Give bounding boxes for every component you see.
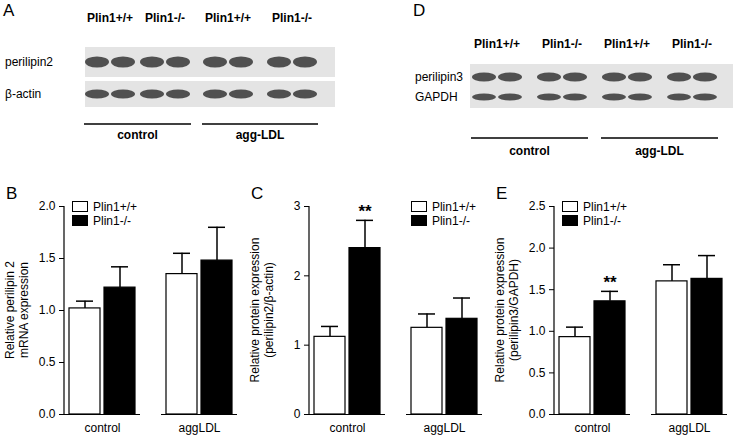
svg-text:0.5: 0.5 xyxy=(39,355,56,369)
svg-text:control: control xyxy=(574,421,610,435)
svg-text:Plin1-/-: Plin1-/- xyxy=(145,11,185,25)
html-text:C: C xyxy=(251,184,264,203)
svg-text:2: 2 xyxy=(294,269,301,283)
html-text:Plin1+/+: Plin1+/+ xyxy=(583,200,627,214)
svg-text:control: control xyxy=(117,128,158,142)
svg-text:2.0: 2.0 xyxy=(529,241,546,255)
svg-text:1.5: 1.5 xyxy=(529,283,546,297)
svg-text:1.0: 1.0 xyxy=(529,324,546,338)
svg-text:control: control xyxy=(84,421,120,435)
html-text:B: B xyxy=(6,184,18,203)
html-text:Plin1+/+: Plin1+/+ xyxy=(432,200,476,214)
svg-text:Plin1-/-: Plin1-/- xyxy=(272,11,312,25)
svg-text:2.0: 2.0 xyxy=(39,199,56,213)
svg-text:Plin1+/+: Plin1+/+ xyxy=(604,37,650,51)
svg-text:Plin1-/-: Plin1-/- xyxy=(672,37,712,51)
svg-text:0.0: 0.0 xyxy=(39,407,56,421)
svg-text:0.0: 0.0 xyxy=(529,407,546,421)
svg-text:GAPDH: GAPDH xyxy=(415,90,458,104)
html-text:Plin1-/-: Plin1-/- xyxy=(93,214,131,228)
html-text:Plin1-/-: Plin1-/- xyxy=(583,214,621,228)
svg-text:D: D xyxy=(413,1,425,20)
svg-text:agg-LDL: agg-LDL xyxy=(635,144,684,158)
svg-text:Plin1+/+: Plin1+/+ xyxy=(205,11,251,25)
svg-text:0.5: 0.5 xyxy=(529,366,546,380)
html-text:E: E xyxy=(496,184,508,203)
svg-text:2.5: 2.5 xyxy=(529,199,546,213)
html-text:Plin1+/+: Plin1+/+ xyxy=(93,200,137,214)
svg-text:Relative protein expression(pe: Relative protein expression(perilipin2/β… xyxy=(248,238,276,383)
svg-text:aggLDL: aggLDL xyxy=(178,421,220,435)
svg-text:agg-LDL: agg-LDL xyxy=(236,128,285,142)
svg-text:Plin1+/+: Plin1+/+ xyxy=(474,37,520,51)
svg-text:1.5: 1.5 xyxy=(39,251,56,265)
svg-text:aggLDL: aggLDL xyxy=(668,421,710,435)
svg-text:**: ** xyxy=(358,202,372,221)
svg-text:β-actin: β-actin xyxy=(5,87,41,101)
svg-text:perilipin3: perilipin3 xyxy=(415,70,463,84)
svg-text:1.0: 1.0 xyxy=(39,303,56,317)
svg-text:1: 1 xyxy=(294,338,301,352)
svg-text:**: ** xyxy=(603,273,617,292)
svg-text:Relative perilipin 2mRNA expre: Relative perilipin 2mRNA expression xyxy=(3,261,31,359)
svg-text:aggLDL: aggLDL xyxy=(423,421,465,435)
svg-text:perilipin2: perilipin2 xyxy=(5,55,53,69)
svg-text:0: 0 xyxy=(294,407,301,421)
svg-text:3: 3 xyxy=(294,199,301,213)
svg-text:control: control xyxy=(509,144,550,158)
svg-text:control: control xyxy=(329,421,365,435)
svg-text:Plin1+/+: Plin1+/+ xyxy=(87,11,133,25)
svg-text:Relative protein expression(pe: Relative protein expression(perilipin3/G… xyxy=(493,238,521,383)
svg-text:Plin1-/-: Plin1-/- xyxy=(542,37,582,51)
svg-text:A: A xyxy=(3,1,15,20)
html-text:Plin1-/-: Plin1-/- xyxy=(432,214,470,228)
